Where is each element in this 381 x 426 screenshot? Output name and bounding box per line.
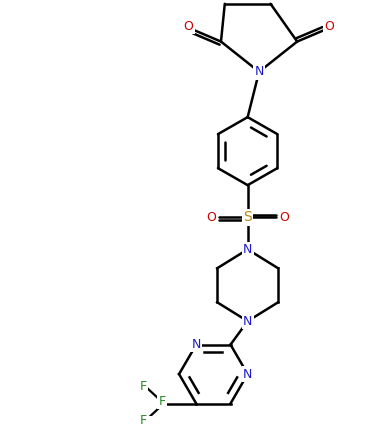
Text: O: O	[206, 211, 216, 224]
Text: F: F	[139, 380, 146, 393]
Text: O: O	[325, 20, 335, 33]
Text: S: S	[243, 210, 252, 224]
Text: N: N	[255, 65, 264, 78]
Text: O: O	[184, 20, 194, 33]
Text: N: N	[243, 368, 252, 380]
Text: N: N	[192, 338, 201, 351]
Text: F: F	[158, 395, 165, 408]
Text: O: O	[280, 211, 290, 224]
Text: N: N	[243, 243, 252, 256]
Text: N: N	[243, 315, 252, 328]
Text: F: F	[139, 414, 146, 426]
